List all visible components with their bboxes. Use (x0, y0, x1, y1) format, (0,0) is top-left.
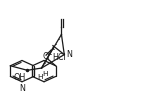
Text: H: H (42, 71, 48, 77)
Text: H: H (37, 74, 43, 80)
Text: HCl: HCl (52, 53, 66, 62)
Text: N: N (66, 50, 72, 59)
Text: OH: OH (14, 73, 26, 82)
Text: N: N (19, 84, 25, 93)
Text: O: O (42, 52, 49, 61)
